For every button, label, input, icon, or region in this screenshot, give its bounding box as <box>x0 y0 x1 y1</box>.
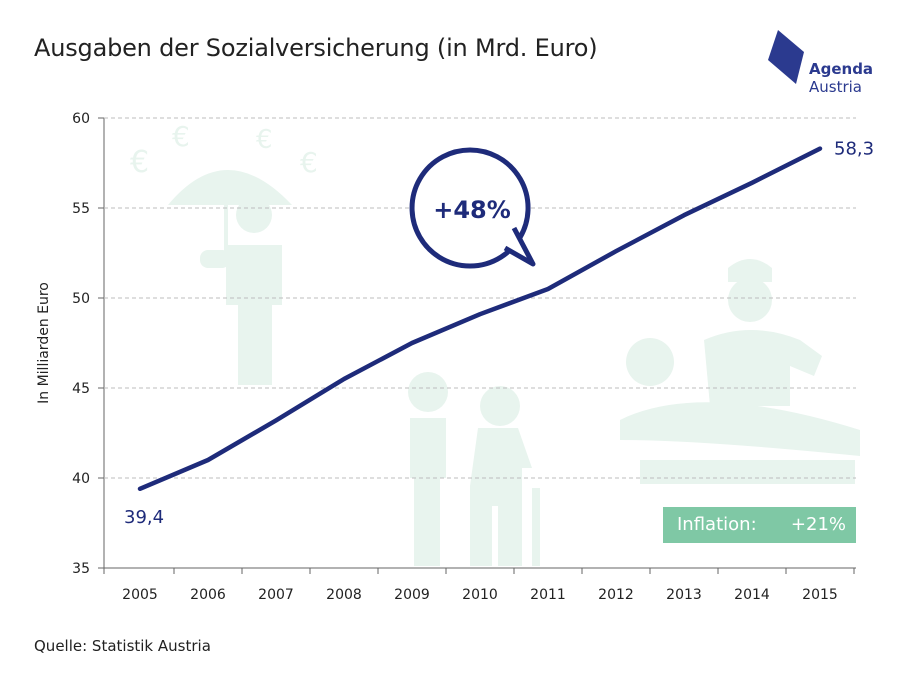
svg-text:€: € <box>130 145 149 180</box>
growth-percentage: +48% <box>433 196 511 224</box>
svg-text:€: € <box>256 125 273 155</box>
x-tick-label: 2015 <box>802 587 838 603</box>
x-tick-label: 2009 <box>394 587 430 603</box>
x-axis: 2005 2006 2007 2008 2009 2010 2011 2012 2013 2014… <box>103 567 856 603</box>
x-tick-label: 2008 <box>326 587 362 603</box>
umbrella-man-icon <box>168 170 292 385</box>
y-axis-label: In Milliarden Euro <box>36 282 52 404</box>
y-tick-label: 45 <box>72 381 90 397</box>
euro-icon: € € € € <box>130 120 318 180</box>
elderly-couple-icon <box>408 372 540 566</box>
data-label-first: 39,4 <box>124 507 164 528</box>
nurse-patient-icon <box>620 259 860 484</box>
svg-text:€: € <box>300 146 318 179</box>
data-label-last: 58,3 <box>834 139 874 160</box>
x-tick-label: 2013 <box>666 587 702 603</box>
x-tick-label: 2011 <box>530 587 566 603</box>
y-axis-ticks: 35 40 45 50 55 60 <box>72 111 104 577</box>
x-tick-label: 2005 <box>122 587 158 603</box>
source-note: Quelle: Statistik Austria <box>34 637 211 655</box>
y-tick-label: 35 <box>72 561 90 577</box>
logo-word-austria: Austria <box>809 78 862 96</box>
inflation-value: +21% <box>790 514 846 535</box>
x-tick-label: 2014 <box>734 587 770 603</box>
y-tick-label: 55 <box>72 201 90 217</box>
agenda-austria-logo: Agenda Austria <box>766 26 876 96</box>
y-tick-label: 60 <box>72 111 90 127</box>
logo-word-agenda: Agenda <box>809 60 874 78</box>
gridlines <box>103 117 856 568</box>
x-tick-label: 2007 <box>258 587 294 603</box>
growth-speech-bubble: +48% <box>409 147 536 269</box>
x-tick-label: 2006 <box>190 587 226 603</box>
svg-text:€: € <box>172 120 190 153</box>
logo-mark-icon <box>768 30 804 84</box>
chart-title: Ausgaben der Sozialversicherung (in Mrd.… <box>34 34 598 62</box>
inflation-label: Inflation: <box>677 514 757 535</box>
y-tick-label: 50 <box>72 291 90 307</box>
series-line <box>137 146 823 492</box>
inflation-badge: Inflation: +21% <box>663 507 856 543</box>
background-illustrations: € € € € <box>130 120 860 566</box>
x-tick-label: 2012 <box>598 587 634 603</box>
y-tick-label: 40 <box>72 471 90 487</box>
x-tick-label: 2010 <box>462 587 498 603</box>
